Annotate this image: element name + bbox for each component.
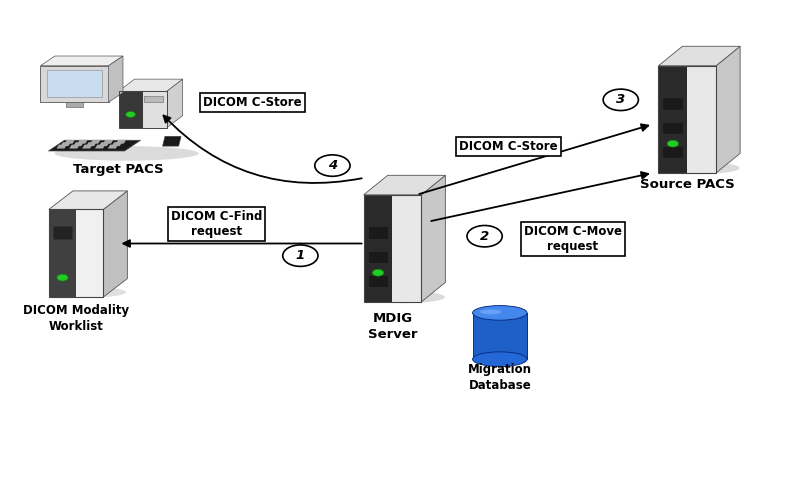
Ellipse shape xyxy=(364,291,445,303)
Circle shape xyxy=(126,112,135,117)
Polygon shape xyxy=(56,145,66,149)
Polygon shape xyxy=(40,56,123,66)
Polygon shape xyxy=(66,102,83,107)
Polygon shape xyxy=(662,146,683,158)
Text: Target PACS: Target PACS xyxy=(73,163,164,176)
Text: 4: 4 xyxy=(328,159,337,172)
Circle shape xyxy=(667,140,678,147)
Polygon shape xyxy=(40,66,109,102)
Polygon shape xyxy=(73,142,83,146)
Polygon shape xyxy=(107,145,119,149)
Polygon shape xyxy=(90,140,100,144)
Polygon shape xyxy=(119,92,143,128)
Polygon shape xyxy=(115,140,127,144)
Text: MDIG
Server: MDIG Server xyxy=(368,312,417,341)
Polygon shape xyxy=(46,70,103,97)
Text: 1: 1 xyxy=(296,249,305,262)
Polygon shape xyxy=(95,145,105,149)
Text: Migration
Database: Migration Database xyxy=(468,363,532,392)
Polygon shape xyxy=(662,97,683,110)
Polygon shape xyxy=(48,140,140,151)
Polygon shape xyxy=(99,142,109,146)
Ellipse shape xyxy=(473,352,527,366)
Circle shape xyxy=(372,269,384,276)
Polygon shape xyxy=(368,226,388,239)
Polygon shape xyxy=(49,209,76,297)
Text: DICOM Modality
Worklist: DICOM Modality Worklist xyxy=(23,304,129,334)
Polygon shape xyxy=(103,140,114,144)
Text: DICOM C-Store: DICOM C-Store xyxy=(459,140,558,152)
Polygon shape xyxy=(82,145,92,149)
Ellipse shape xyxy=(50,287,127,298)
Polygon shape xyxy=(60,142,70,146)
Text: 3: 3 xyxy=(616,94,626,106)
Polygon shape xyxy=(103,191,127,297)
Polygon shape xyxy=(658,66,687,173)
Polygon shape xyxy=(167,79,183,128)
Polygon shape xyxy=(144,96,163,102)
Polygon shape xyxy=(658,46,740,66)
Polygon shape xyxy=(421,175,445,302)
Polygon shape xyxy=(687,66,716,173)
Polygon shape xyxy=(368,275,388,287)
Text: 2: 2 xyxy=(480,230,489,243)
Polygon shape xyxy=(143,92,167,128)
Polygon shape xyxy=(364,195,392,302)
Polygon shape xyxy=(76,209,103,297)
Circle shape xyxy=(467,225,502,247)
Polygon shape xyxy=(109,56,123,102)
Polygon shape xyxy=(364,175,445,195)
Polygon shape xyxy=(69,145,79,149)
Polygon shape xyxy=(392,195,421,302)
Polygon shape xyxy=(368,251,388,263)
Ellipse shape xyxy=(659,162,739,174)
Polygon shape xyxy=(662,122,683,134)
Polygon shape xyxy=(119,79,183,92)
Text: Source PACS: Source PACS xyxy=(640,178,735,191)
Polygon shape xyxy=(111,142,122,146)
Polygon shape xyxy=(163,136,181,146)
Polygon shape xyxy=(77,140,87,144)
Circle shape xyxy=(57,274,68,281)
Polygon shape xyxy=(53,226,72,239)
Circle shape xyxy=(603,89,638,111)
Ellipse shape xyxy=(54,146,199,161)
Text: DICOM C-Store: DICOM C-Store xyxy=(203,96,302,109)
Polygon shape xyxy=(716,46,740,173)
Circle shape xyxy=(315,155,350,176)
Polygon shape xyxy=(473,313,527,359)
Text: DICOM C-Move
request: DICOM C-Move request xyxy=(524,225,622,253)
Polygon shape xyxy=(86,142,96,146)
Ellipse shape xyxy=(480,310,501,315)
Ellipse shape xyxy=(473,306,527,320)
Text: DICOM C-Find
request: DICOM C-Find request xyxy=(171,210,262,238)
Polygon shape xyxy=(64,140,74,144)
Circle shape xyxy=(283,245,318,266)
Polygon shape xyxy=(49,191,127,209)
